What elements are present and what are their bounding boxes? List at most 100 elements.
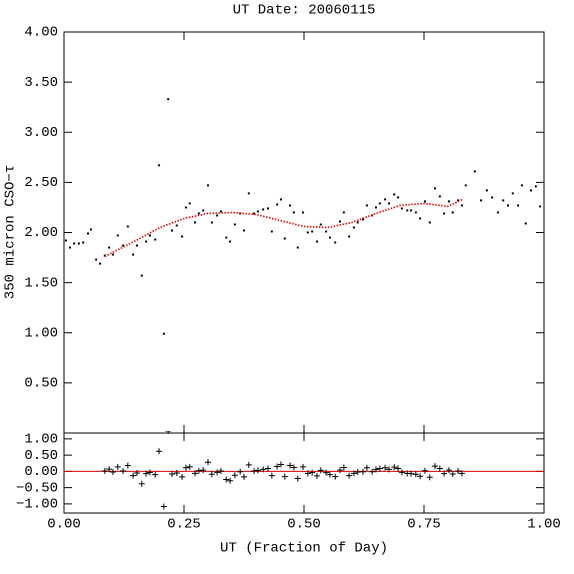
data-point	[517, 204, 520, 207]
data-point	[207, 184, 209, 187]
residual-point	[455, 468, 462, 475]
data-point	[111, 253, 114, 256]
data-point	[356, 221, 359, 224]
residual-point	[317, 467, 324, 474]
data-point	[365, 204, 368, 207]
residual-point	[300, 463, 307, 470]
fit-line	[104, 198, 463, 258]
x-tick-label: 0.50	[287, 517, 321, 533]
residual-point	[223, 476, 230, 483]
data-point	[375, 206, 377, 209]
residual-point	[200, 467, 207, 474]
residual-point	[290, 464, 297, 471]
data-point	[496, 211, 499, 214]
data-point	[451, 211, 454, 214]
residual-point	[143, 470, 150, 477]
data-point	[103, 254, 106, 257]
residual-point	[182, 464, 189, 471]
data-point	[175, 224, 178, 227]
x-tick-label: 0.25	[167, 517, 201, 533]
y-tick-label: 0.50	[24, 376, 58, 392]
residual-point	[417, 473, 424, 480]
x-tick-label: 0.75	[407, 517, 441, 533]
data-point	[276, 203, 279, 206]
data-point	[270, 230, 273, 233]
data-point	[342, 211, 345, 214]
data-point	[485, 189, 488, 192]
data-point	[140, 274, 143, 277]
residual-point	[458, 470, 465, 477]
residual-point	[214, 469, 221, 476]
residual-point	[138, 480, 145, 487]
data-point	[334, 241, 337, 244]
residual-point	[421, 467, 428, 474]
residual-point	[441, 470, 448, 477]
data-point	[99, 262, 101, 265]
residual-point	[195, 467, 202, 474]
data-point	[315, 240, 318, 243]
residual-point	[192, 470, 199, 477]
data-point	[520, 184, 523, 187]
data-point	[194, 221, 197, 224]
residual-point	[268, 472, 275, 479]
y-tick-label: 1.00	[24, 325, 58, 341]
residual-point	[274, 463, 281, 470]
residual-point	[373, 466, 379, 473]
residual-point	[265, 465, 271, 472]
residual-point	[281, 473, 288, 480]
plot-frame	[63, 31, 545, 434]
data-point	[188, 202, 191, 205]
plot-area	[64, 431, 544, 510]
data-point	[77, 242, 80, 245]
data-point	[95, 258, 98, 261]
residual-point	[287, 462, 294, 469]
residual-point	[160, 503, 167, 510]
y-tick-label: 1.00	[24, 432, 58, 448]
residual-point	[436, 465, 443, 472]
residual-point	[277, 461, 284, 468]
residual-point	[412, 471, 419, 478]
data-point	[534, 185, 537, 188]
residual-point	[254, 467, 261, 474]
residual-point	[326, 471, 333, 478]
data-point	[473, 170, 476, 173]
data-point	[283, 237, 286, 240]
residual-point	[332, 473, 339, 480]
data-point	[148, 234, 151, 237]
data-point	[184, 206, 187, 209]
residual-point	[363, 464, 370, 471]
y-tick-label: 0.00	[24, 464, 58, 480]
residual-point	[152, 471, 159, 478]
residual-point	[408, 470, 415, 477]
residual-point	[146, 469, 153, 476]
data-point	[400, 207, 403, 210]
data-point	[296, 246, 299, 249]
data-point	[64, 239, 67, 242]
residual-point	[395, 465, 402, 472]
residual-point	[241, 473, 247, 480]
data-point	[122, 244, 125, 247]
x-tick-label: 1.00	[527, 517, 561, 533]
data-point	[69, 246, 71, 249]
residual-point	[304, 470, 311, 477]
residual-point	[309, 469, 316, 476]
data-point	[289, 204, 292, 207]
data-point	[378, 202, 381, 205]
data-point	[247, 192, 250, 195]
data-point	[126, 225, 129, 228]
data-point	[524, 222, 527, 225]
residual-point	[227, 477, 234, 484]
residual-point	[231, 472, 238, 479]
y-tick-label: 0.50	[24, 448, 58, 464]
data-point	[457, 199, 460, 202]
residual-point	[323, 469, 330, 476]
data-point	[502, 199, 505, 202]
data-point	[116, 234, 119, 237]
data-point	[202, 209, 205, 212]
residual-point	[432, 463, 439, 470]
data-point	[507, 204, 509, 207]
y-tick-label: 4.00	[24, 25, 58, 41]
residual-point	[382, 464, 389, 471]
data-point	[87, 232, 89, 235]
residual-point	[449, 470, 456, 477]
